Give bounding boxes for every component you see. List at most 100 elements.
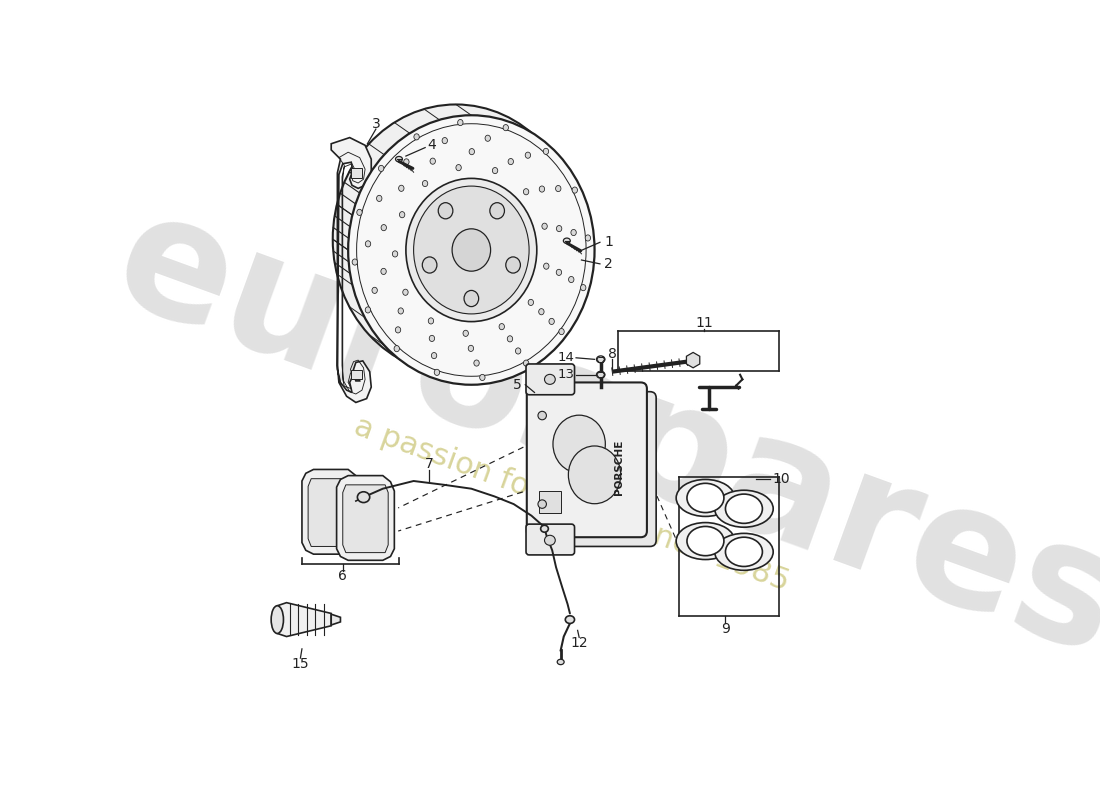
Ellipse shape	[474, 360, 480, 366]
Ellipse shape	[271, 606, 284, 634]
Ellipse shape	[394, 346, 399, 352]
FancyBboxPatch shape	[527, 382, 647, 538]
Ellipse shape	[543, 148, 549, 154]
FancyBboxPatch shape	[526, 524, 574, 555]
Ellipse shape	[395, 326, 400, 333]
Ellipse shape	[539, 186, 544, 192]
Ellipse shape	[553, 415, 605, 473]
Text: 2: 2	[604, 257, 613, 271]
Ellipse shape	[538, 411, 547, 420]
Ellipse shape	[686, 526, 724, 556]
Text: 11: 11	[695, 316, 713, 330]
Ellipse shape	[506, 257, 520, 273]
Ellipse shape	[393, 251, 398, 257]
Ellipse shape	[676, 522, 735, 559]
Ellipse shape	[543, 263, 549, 270]
Text: 5: 5	[514, 378, 521, 392]
Ellipse shape	[528, 299, 534, 306]
Ellipse shape	[715, 490, 773, 527]
Ellipse shape	[428, 318, 433, 324]
Text: 12: 12	[570, 636, 589, 650]
Ellipse shape	[508, 158, 514, 165]
Ellipse shape	[422, 257, 437, 273]
Ellipse shape	[549, 318, 554, 325]
Ellipse shape	[715, 534, 773, 570]
Ellipse shape	[429, 335, 434, 342]
Ellipse shape	[332, 105, 579, 374]
Ellipse shape	[585, 235, 591, 241]
Ellipse shape	[372, 287, 377, 294]
Ellipse shape	[358, 492, 370, 502]
Ellipse shape	[544, 535, 556, 546]
Text: 7: 7	[425, 457, 433, 471]
FancyBboxPatch shape	[536, 392, 656, 546]
Ellipse shape	[558, 659, 564, 665]
Ellipse shape	[493, 167, 498, 174]
Ellipse shape	[430, 158, 436, 164]
Text: 4: 4	[427, 138, 436, 152]
Ellipse shape	[480, 374, 485, 381]
Ellipse shape	[569, 277, 574, 282]
Ellipse shape	[365, 307, 371, 313]
Ellipse shape	[381, 268, 386, 274]
Polygon shape	[308, 478, 353, 546]
Text: 15: 15	[292, 658, 309, 671]
Bar	[351, 370, 362, 379]
Ellipse shape	[396, 157, 403, 162]
Ellipse shape	[544, 374, 556, 384]
Ellipse shape	[524, 360, 529, 366]
Ellipse shape	[442, 138, 448, 144]
Polygon shape	[331, 614, 341, 625]
Ellipse shape	[455, 165, 461, 170]
Polygon shape	[301, 470, 360, 554]
Ellipse shape	[726, 538, 762, 566]
Polygon shape	[331, 138, 372, 402]
Ellipse shape	[726, 494, 762, 523]
Ellipse shape	[686, 483, 724, 513]
Ellipse shape	[557, 226, 562, 232]
Ellipse shape	[414, 134, 419, 140]
Bar	[539, 491, 561, 513]
Ellipse shape	[404, 159, 409, 165]
Ellipse shape	[438, 202, 453, 219]
Ellipse shape	[399, 212, 405, 218]
Text: 10: 10	[772, 472, 790, 486]
Ellipse shape	[464, 290, 478, 306]
Ellipse shape	[422, 181, 428, 186]
Ellipse shape	[542, 223, 548, 230]
Text: 1: 1	[604, 235, 613, 250]
Ellipse shape	[490, 202, 505, 219]
Ellipse shape	[398, 186, 404, 191]
Ellipse shape	[676, 479, 735, 517]
Text: 3: 3	[372, 117, 381, 130]
Ellipse shape	[414, 186, 529, 314]
Ellipse shape	[452, 229, 491, 271]
Text: a passion for parts since 1985: a passion for parts since 1985	[350, 412, 793, 597]
Ellipse shape	[538, 500, 547, 508]
Ellipse shape	[352, 259, 358, 265]
Ellipse shape	[356, 210, 362, 215]
Ellipse shape	[563, 238, 570, 243]
Ellipse shape	[559, 329, 564, 334]
Ellipse shape	[458, 119, 463, 126]
Ellipse shape	[376, 195, 382, 202]
Text: PORSCHE: PORSCHE	[614, 439, 624, 495]
Ellipse shape	[469, 346, 474, 351]
Ellipse shape	[365, 241, 371, 247]
Ellipse shape	[469, 149, 474, 154]
Ellipse shape	[434, 370, 440, 375]
Ellipse shape	[557, 270, 562, 275]
Ellipse shape	[556, 186, 561, 192]
Ellipse shape	[431, 353, 437, 358]
Bar	[351, 168, 362, 178]
Ellipse shape	[503, 125, 508, 130]
Polygon shape	[277, 602, 331, 637]
Ellipse shape	[539, 309, 544, 314]
Ellipse shape	[596, 356, 605, 363]
Ellipse shape	[541, 526, 548, 532]
Ellipse shape	[499, 323, 505, 330]
Ellipse shape	[406, 178, 537, 322]
Text: 14: 14	[558, 351, 574, 364]
FancyBboxPatch shape	[526, 364, 574, 394]
Text: 6: 6	[339, 570, 348, 583]
